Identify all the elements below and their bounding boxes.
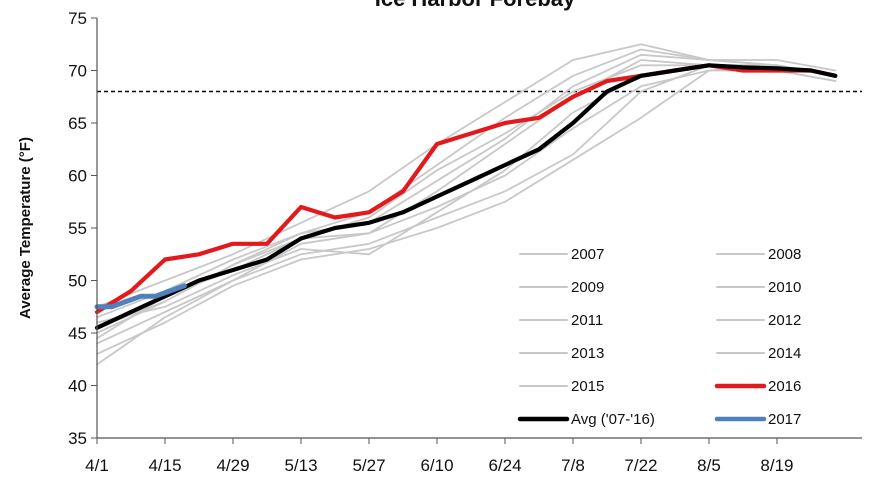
legend-label-2015: 2015 — [571, 378, 604, 395]
series-line-2017 — [94, 283, 187, 310]
legend-label-avg-07-16: Avg ('07-'16) — [571, 411, 655, 428]
y-tick-label: 40 — [68, 377, 87, 396]
x-tick-label: 6/24 — [488, 456, 521, 475]
series-layer — [94, 43, 838, 366]
x-tick-label: 4/1 — [85, 456, 109, 475]
series-line-2016 — [94, 63, 838, 315]
y-tick-label: 35 — [68, 429, 87, 448]
series-line-2007 — [96, 59, 837, 340]
y-tick-label: 60 — [68, 167, 87, 186]
legend-label-2011: 2011 — [571, 312, 603, 329]
legend-label-2014: 2014 — [768, 345, 801, 362]
x-tick-label: 4/29 — [216, 456, 249, 475]
y-tick-label: 75 — [68, 9, 87, 28]
axis-layer: 35 40 45 50 55 60 65 70 75 4/1 4/15 4/29 5/13 5/27 6/1… — [68, 9, 862, 475]
y-tick-label: 50 — [68, 272, 87, 291]
x-tick-label: 8/5 — [697, 456, 721, 475]
series-line-avg-07-16 — [94, 63, 838, 330]
x-tick-label: 8/19 — [760, 456, 793, 475]
legend-label-2009: 2009 — [571, 279, 604, 296]
series-line-2015 — [96, 43, 837, 308]
legend-label-2012: 2012 — [768, 312, 801, 329]
x-tick-label: 5/13 — [284, 456, 317, 475]
x-tick-label: 6/10 — [420, 456, 453, 475]
series-line-2011 — [96, 64, 837, 355]
legend-label-2007: 2007 — [571, 246, 604, 263]
x-tick-label: 7/22 — [624, 456, 657, 475]
series-line-2012 — [96, 69, 837, 345]
chart-title: Ice Harbor Forebay — [375, 0, 576, 11]
y-axis-title: Average Temperature (°F) — [17, 137, 34, 319]
x-tick-label: 4/15 — [148, 456, 181, 475]
x-tick-label: 7/8 — [561, 456, 585, 475]
legend-label-2013: 2013 — [571, 345, 604, 362]
legend-label-2017: 2017 — [768, 411, 801, 428]
legend: 2007 2008 2009 2010 2011 2012 2013 2014 2015 2016… — [517, 246, 801, 428]
legend-label-2016: 2016 — [768, 378, 801, 395]
legend-label-2008: 2008 — [768, 246, 801, 263]
y-tick-label: 55 — [68, 219, 87, 238]
y-tick-label: 65 — [68, 114, 87, 133]
x-tick-label: 5/27 — [352, 456, 385, 475]
legend-label-2010: 2010 — [768, 279, 801, 296]
y-tick-label: 45 — [68, 324, 87, 343]
y-tick-label: 70 — [68, 62, 87, 81]
